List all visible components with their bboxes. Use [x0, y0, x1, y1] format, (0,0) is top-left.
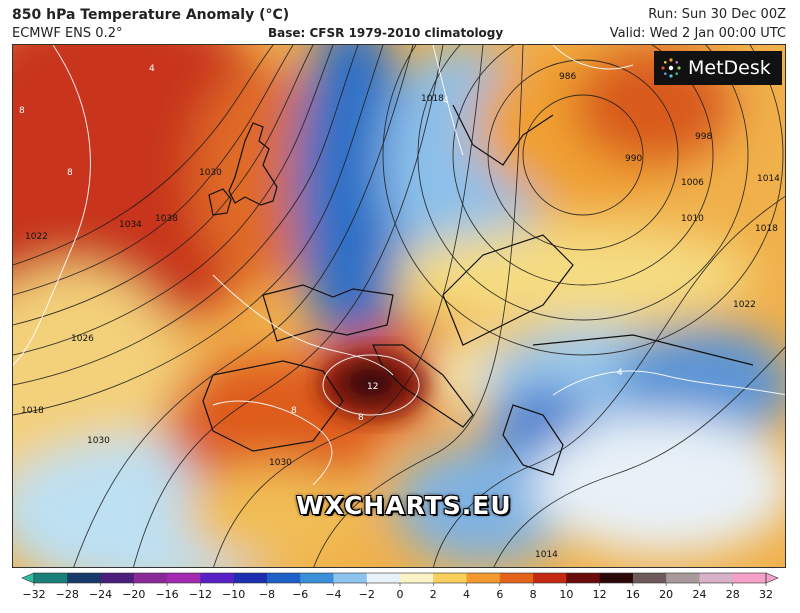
colorbar-segment: [599, 573, 634, 583]
colorbar-segment: [632, 573, 667, 583]
metdesk-logo-text: MetDesk: [688, 57, 771, 79]
colorbar-segment: [167, 573, 201, 583]
isobar-label: 1018: [755, 224, 778, 234]
isobar-label: 1014: [757, 174, 780, 184]
run-time-label: Run: Sun 30 Dec 00Z: [648, 7, 786, 22]
colorbar-tick-label: 24: [692, 588, 706, 601]
anomaly-labels: 8 8 8 8 4 4 12 4: [19, 64, 623, 423]
colorbar-segment: [533, 573, 567, 583]
colorbar-tick-label: 10: [559, 588, 573, 601]
anomaly-label: 4: [443, 96, 449, 106]
isobar-label: 998: [695, 132, 712, 142]
colorbar-segment: [666, 573, 700, 583]
isobar-label: 1038: [155, 214, 178, 224]
anomaly-label: 4: [617, 368, 623, 378]
colorbar-tick-label: −24: [89, 588, 112, 601]
metdesk-logo-icon: [661, 58, 681, 78]
isobar-label: 1006: [681, 178, 704, 188]
isobar-label: 1030: [269, 458, 292, 468]
colorbar-tick-label: 12: [593, 588, 607, 601]
anomaly-label: 8: [67, 168, 73, 178]
colorbar-segment: [300, 573, 334, 583]
colorbar-segment: [233, 573, 268, 583]
colorbar-tick-label: 28: [726, 588, 740, 601]
colorbar-segment: [333, 573, 368, 583]
colorbar-tick-label: 6: [496, 588, 503, 601]
anomaly-label: 12: [367, 382, 378, 392]
chart-title: 850 hPa Temperature Anomaly (°C): [12, 7, 290, 23]
colorbar-segment: [466, 573, 501, 583]
isobars: [13, 45, 785, 567]
colorbar-tick-label: −32: [22, 588, 45, 601]
colorbar-segment: [266, 573, 301, 583]
colorbar-segment: [34, 573, 68, 583]
colorbar-tick-label: 16: [626, 588, 640, 601]
isobar-label: 990: [625, 154, 642, 164]
isobar-label: 1010: [681, 214, 704, 224]
valid-time-label: Valid: Wed 2 Jan 00:00 UTC: [609, 26, 786, 41]
colorbar-segment: [366, 573, 401, 583]
colorbar-segment: [400, 573, 434, 583]
colorbar-tick-label: −28: [56, 588, 79, 601]
anomaly-label: 4: [149, 64, 155, 74]
warm-core: [318, 350, 428, 420]
isobar-label: 1030: [199, 168, 222, 178]
isobar-label: 1030: [87, 436, 110, 446]
colorbar-tick-label: 8: [530, 588, 537, 601]
colorbar-tick-label: 4: [463, 588, 470, 601]
colorbar-arrow-left: [21, 572, 35, 584]
colorbar-segment: [100, 573, 135, 583]
isobar-label: 1022: [733, 300, 756, 310]
isobar-label: 1018: [421, 94, 444, 104]
isobar-label: 1034: [119, 220, 142, 230]
colorbar: −32 −28 −24 −20 −16 −12 −10 −8 −6 −4 −2 0 2 4 6 8 10 12 16…: [21, 572, 779, 601]
anomaly-field: [13, 45, 785, 567]
anomaly-map[interactable]: 8 8 8 8 4 4 12 4 986 990 998 1006 1010 1…: [12, 44, 786, 568]
colorbar-segment: [732, 573, 767, 583]
metdesk-logo: MetDesk: [654, 51, 782, 85]
base-climatology-label: Base: CFSR 1979-2010 climatology: [268, 26, 504, 40]
colorbar-tick-label: −10: [222, 588, 245, 601]
isobar-label: 986: [559, 72, 576, 82]
colorbar-segment: [699, 573, 734, 583]
colorbar-segment: [566, 573, 601, 583]
anomaly-label: 8: [358, 413, 364, 423]
colorbar-segment: [133, 573, 168, 583]
colorbar-tick-label: −8: [259, 588, 275, 601]
colorbar-tick-label: −2: [359, 588, 375, 601]
anomaly-label: 8: [19, 106, 25, 116]
colorbar-tick-label: 2: [430, 588, 437, 601]
isobar-label: 1026: [71, 334, 94, 344]
colorbar-tick-label: −4: [325, 588, 341, 601]
colorbar-tick-label: −6: [292, 588, 308, 601]
colorbar-tick-label: −16: [155, 588, 178, 601]
coastlines: [202, 104, 754, 476]
colorbar-segment: [67, 573, 102, 583]
model-label: ECMWF ENS 0.2°: [12, 26, 123, 41]
isobar-labels: 986 990 998 1006 1010 1014 1018 1018 102…: [21, 72, 780, 560]
wxcharts-watermark: WXCHARTS.EU: [296, 491, 512, 520]
colorbar-segment: [499, 573, 534, 583]
isobar-label: 1022: [25, 232, 48, 242]
colorbar-tick-label: 32: [759, 588, 773, 601]
isobar-label: 1014: [535, 550, 558, 560]
isobar-label: 1018: [21, 406, 44, 416]
colorbar-tick-label: 0: [397, 588, 404, 601]
colorbar-tick-label: −20: [122, 588, 145, 601]
colorbar-arrow-right: [765, 572, 779, 584]
colorbar-tick-label: 20: [659, 588, 673, 601]
anomaly-label: 8: [291, 406, 297, 416]
anomaly-contours: [13, 45, 785, 486]
colorbar-segment: [200, 573, 235, 583]
colorbar-segment: [433, 573, 468, 583]
colorbar-tick-label: −12: [189, 588, 212, 601]
